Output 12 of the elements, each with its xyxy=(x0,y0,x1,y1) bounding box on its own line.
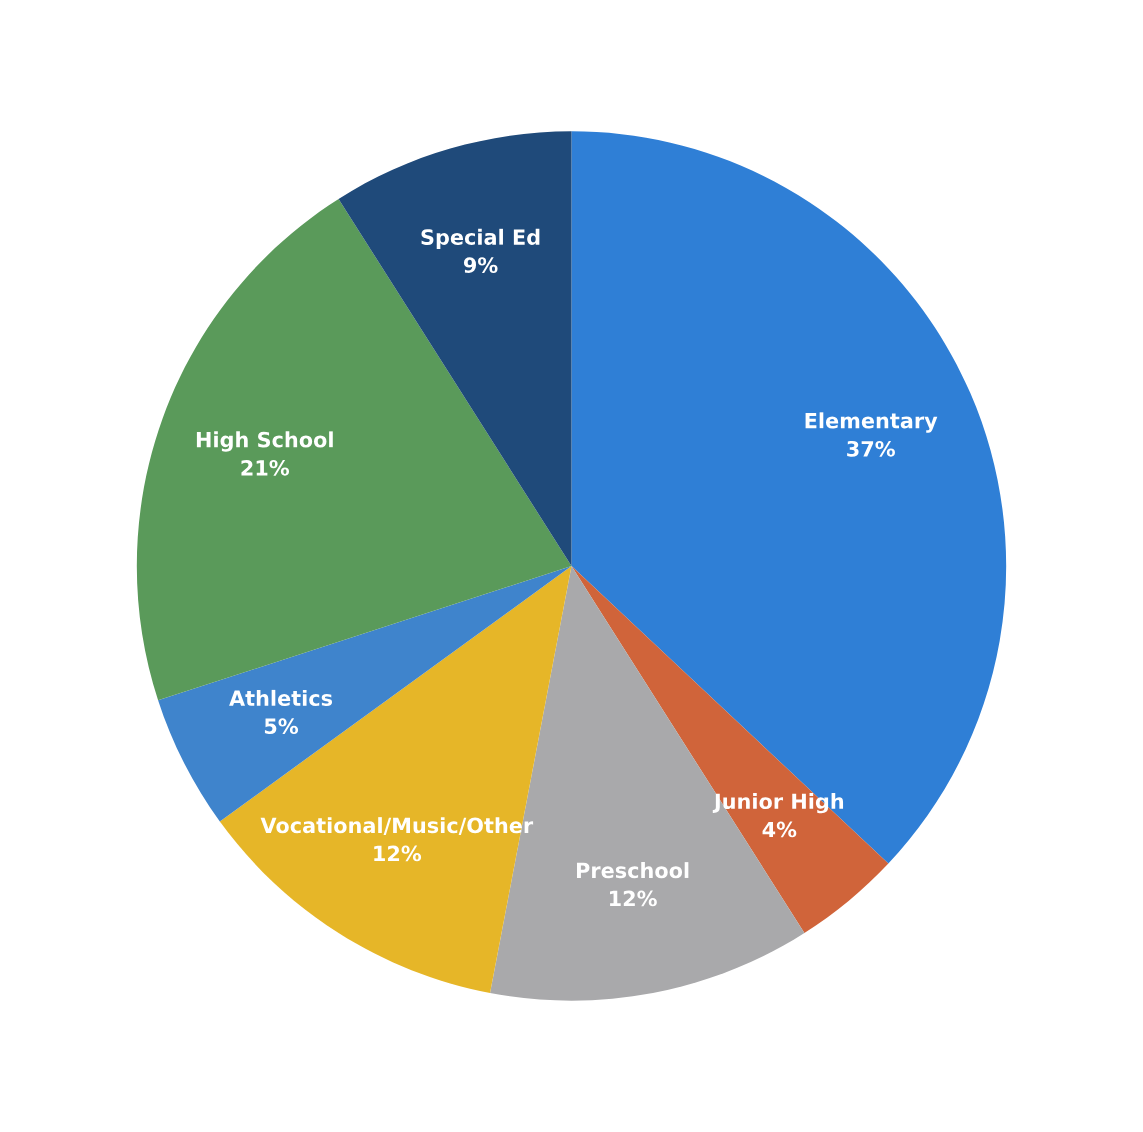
slice-label: Elementary xyxy=(805,412,938,433)
data-label: 9% xyxy=(463,257,498,274)
slice-label: High School xyxy=(196,431,333,452)
slice-label: Special Ed xyxy=(421,228,540,249)
data-label: 5% xyxy=(264,718,299,735)
slice-label: Preschool xyxy=(576,862,689,879)
data-label: 12% xyxy=(374,845,422,862)
data-label: 12% xyxy=(610,890,657,907)
slice-label: Athletics xyxy=(229,689,333,707)
data-label: 4% xyxy=(762,821,797,838)
data-label: 21% xyxy=(241,459,290,476)
data-label: 37% xyxy=(847,440,895,457)
